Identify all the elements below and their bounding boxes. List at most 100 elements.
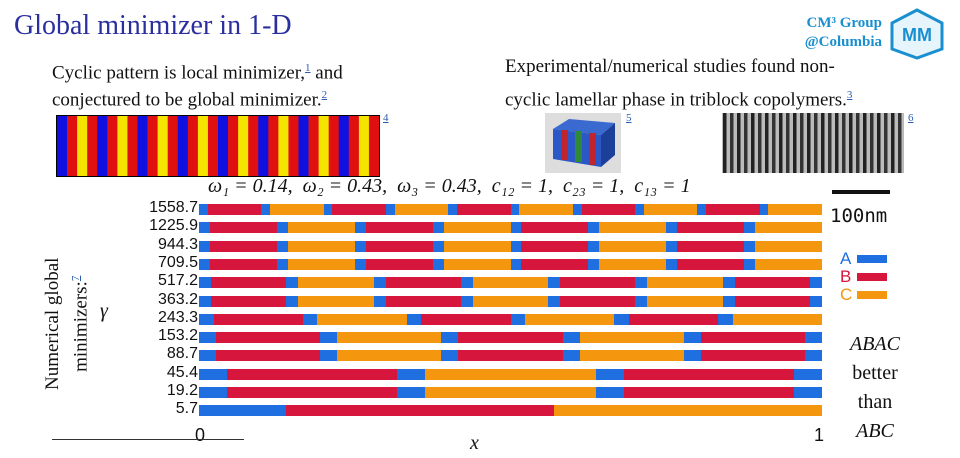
segment-b <box>209 258 278 270</box>
minimizer-bar-row <box>199 332 823 344</box>
legend-swatch-c <box>857 291 887 299</box>
lamella <box>835 113 839 173</box>
segment-c <box>287 222 356 234</box>
lamella <box>800 113 804 173</box>
ref-link-2[interactable]: 2 <box>321 89 328 101</box>
segment-a <box>635 295 648 307</box>
ref-link-6[interactable]: 6 <box>908 112 914 124</box>
ref-link-3[interactable]: 3 <box>846 89 853 101</box>
segment-a <box>562 350 581 362</box>
group-name: CM³ Group @Columbia <box>804 15 882 50</box>
segment-a <box>354 240 367 252</box>
segment-c <box>579 332 685 344</box>
stripe <box>127 116 138 176</box>
segment-b <box>458 350 564 362</box>
y-tick-label: 517.2 <box>157 272 198 290</box>
segment-a <box>809 295 823 307</box>
segment-b <box>365 222 434 234</box>
right-text-line2: cyclic lamellar phase in triblock copoly… <box>505 89 853 111</box>
segment-c <box>337 350 442 362</box>
segment-a <box>588 222 600 234</box>
stripe <box>107 116 118 176</box>
segment-c <box>755 258 823 270</box>
stripe <box>248 116 259 176</box>
segment-b <box>628 313 719 325</box>
segment-a <box>406 313 422 325</box>
segment-c <box>270 204 325 215</box>
segment-a <box>548 295 561 307</box>
stripe <box>298 116 309 176</box>
svg-text:MM: MM <box>902 25 932 45</box>
segment-b <box>521 222 589 234</box>
legend-label-b: B <box>840 267 852 286</box>
segment-a <box>666 240 678 252</box>
lamella <box>765 113 769 173</box>
segment-a <box>744 258 756 270</box>
segment-b <box>521 240 589 252</box>
segment-a <box>666 222 678 234</box>
segment-b <box>213 313 304 325</box>
segment-a <box>320 350 338 362</box>
lamella <box>898 113 902 173</box>
minimizer-bar-row <box>199 313 823 325</box>
segment-a <box>199 332 217 344</box>
segment-a <box>373 277 387 289</box>
segment-a <box>635 204 645 215</box>
stripe <box>238 116 249 176</box>
segment-b <box>385 295 462 307</box>
segment-c <box>647 295 724 307</box>
minimizer-bar-row <box>199 387 823 398</box>
segment-b <box>458 332 564 344</box>
segment-a <box>595 368 625 380</box>
segment-b <box>332 204 387 215</box>
segment-c <box>643 204 698 215</box>
segment-a <box>510 258 522 270</box>
ref-link-5[interactable]: 5 <box>626 112 632 124</box>
stripe <box>57 116 68 176</box>
segment-b <box>421 313 511 325</box>
segment-a <box>510 313 526 325</box>
abac-note: ABAC better than ABC <box>850 333 900 442</box>
lamella <box>870 113 874 173</box>
minimizer-bar-row <box>199 368 823 380</box>
y-tick-label: 1558.7 <box>149 199 198 216</box>
segment-b <box>623 368 795 380</box>
segment-a <box>460 295 474 307</box>
segment-a <box>199 222 211 234</box>
segment-c <box>554 405 823 417</box>
segment-c <box>768 204 823 215</box>
x-tick-max: 1 <box>814 425 825 445</box>
lamella <box>779 113 783 173</box>
left-text-line1: Cyclic pattern is local minimizer,1 and <box>52 62 343 84</box>
legend-label-a: A <box>840 249 852 268</box>
lamella <box>842 113 846 173</box>
segment-a <box>441 332 459 344</box>
segment-b <box>365 240 434 252</box>
segment-a <box>432 258 445 270</box>
segment-a <box>794 368 823 380</box>
group-logo-icon: MM <box>890 8 944 60</box>
segment-c <box>599 258 667 270</box>
stripe <box>308 116 319 176</box>
tem-micrograph-figure <box>722 113 904 173</box>
segment-a <box>595 387 625 398</box>
ref-link-1[interactable]: 1 <box>305 62 311 74</box>
segment-b <box>700 350 806 362</box>
ref-link-4[interactable]: 4 <box>383 112 389 124</box>
segment-a <box>805 332 823 344</box>
stripe <box>228 116 239 176</box>
cyclic-stripes-figure <box>56 115 380 177</box>
segment-c <box>443 222 511 234</box>
segment-b <box>209 222 278 234</box>
minimizer-bar-row <box>199 295 823 307</box>
segment-b <box>581 204 636 215</box>
segment-b <box>456 204 511 215</box>
segment-a <box>697 204 707 215</box>
y-tick-label: 5.7 <box>175 400 198 418</box>
segment-b <box>677 258 745 270</box>
segment-c <box>287 258 356 270</box>
segment-a <box>510 204 520 215</box>
ref-link-7[interactable]: 7 <box>70 275 82 282</box>
stripe <box>157 116 168 176</box>
segment-b <box>211 295 287 307</box>
